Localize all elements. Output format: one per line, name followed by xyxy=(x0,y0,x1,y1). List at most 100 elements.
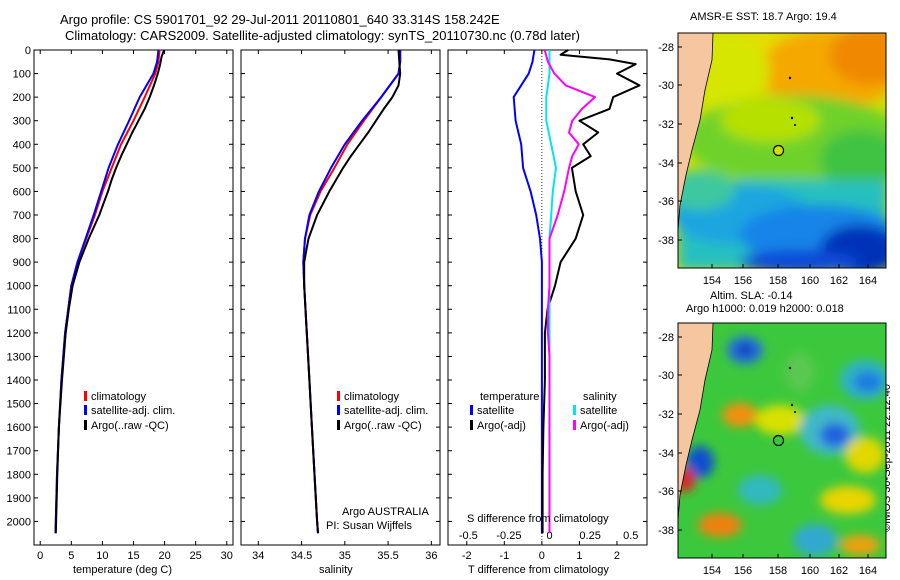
figure-title-line-2: Climatology: CARS2009. Satellite-adjuste… xyxy=(65,28,580,43)
sla-map-title-line-2: Argo h1000: 0.019 h2000: 0.018 xyxy=(686,303,844,315)
x-tick-label: 20 xyxy=(158,550,170,562)
diff-top-axis-label: S difference from climatology xyxy=(467,513,609,525)
map-lon-label: 158 xyxy=(769,565,787,577)
map-lon-label: 160 xyxy=(801,565,819,577)
y-tick-label: 900 xyxy=(13,257,31,269)
y-tick-label: 1200 xyxy=(7,328,31,340)
temp-legend-argo: Argo(..raw -QC) xyxy=(84,420,169,432)
x-tick-label: 2 xyxy=(614,550,620,562)
salinity-series-argo-raw-qc- xyxy=(303,49,402,534)
sal-annotation-line-2: PI: Susan Wijffels xyxy=(326,520,412,532)
x-tick-label: 30 xyxy=(221,550,233,562)
sal-legend-climatology: climatology xyxy=(337,391,399,403)
map-lon-label: 156 xyxy=(734,275,752,287)
x-tick-label: 0 xyxy=(539,550,545,562)
difference-series-argo-adj- xyxy=(541,49,641,534)
temp-legend-satellite: satellite-adj. clim. xyxy=(84,405,175,417)
difference-series-satellite xyxy=(545,50,557,534)
x-tick-label: -1 xyxy=(499,550,509,562)
y-tick-label: 200 xyxy=(13,92,31,104)
sla-map xyxy=(678,323,886,558)
map-lat-label: -30 xyxy=(658,80,674,92)
y-tick-label: 100 xyxy=(13,69,31,81)
temp-legend-climatology: climatology xyxy=(84,391,146,403)
x-tick-label: 36 xyxy=(425,550,437,562)
sal-legend-argo: Argo(..raw -QC) xyxy=(337,420,422,432)
sal-annotation-line-1: Argo AUSTRALIA xyxy=(342,506,429,518)
map-lat-label: -36 xyxy=(658,486,674,498)
temperature-axes xyxy=(33,49,234,546)
map-lon-label: 164 xyxy=(859,275,877,287)
salinity-series-satellite-adj-clim- xyxy=(302,50,402,534)
difference-series-argo-adj- xyxy=(543,49,596,534)
map-lon-label: 160 xyxy=(801,275,819,287)
sst-profile-marker xyxy=(772,144,785,157)
x-tick-label: 34 xyxy=(252,550,264,562)
y-tick-label: 800 xyxy=(13,234,31,246)
x-tick-label: -2 xyxy=(462,550,472,562)
x-tick-label: 0 xyxy=(37,550,43,562)
map-lon-label: 162 xyxy=(830,565,848,577)
map-lat-label: -30 xyxy=(658,370,674,382)
y-tick-label: 1900 xyxy=(7,493,31,505)
difference-xlabel: T difference from climatology xyxy=(468,564,609,576)
y-tick-label: 1500 xyxy=(7,399,31,411)
y-tick-label: 400 xyxy=(13,139,31,151)
map-lat-label: -36 xyxy=(658,196,674,208)
map-lat-label: -32 xyxy=(658,119,674,131)
salinity-axes xyxy=(240,49,441,546)
diff-legend-temp-argo: Argo(-adj) xyxy=(470,420,526,432)
map-lon-label: 156 xyxy=(734,565,752,577)
sal-legend-satellite: satellite-adj. clim. xyxy=(337,405,428,417)
x-tick-label-salinity: -0.25 xyxy=(496,530,521,542)
temperature-series-argo-raw-qc- xyxy=(54,49,165,534)
y-tick-label: 1100 xyxy=(7,304,31,316)
salinity-xlabel: salinity xyxy=(319,564,353,576)
y-tick-label: 1700 xyxy=(7,446,31,458)
sst-map-title: AMSR-E SST: 18.7 Argo: 19.4 xyxy=(690,11,837,23)
y-tick-label: 1000 xyxy=(7,281,31,293)
y-tick-label: 500 xyxy=(13,163,31,175)
diff-legend-salinity-title: salinity xyxy=(583,391,617,403)
x-tick-label: 10 xyxy=(96,550,108,562)
y-tick-label: 300 xyxy=(13,116,31,128)
x-tick-label-salinity: 0.25 xyxy=(579,530,600,542)
x-tick-label-salinity: -0.5 xyxy=(459,530,478,542)
map-lon-label: 162 xyxy=(830,275,848,287)
sst-map xyxy=(678,33,886,268)
map-lon-label: 154 xyxy=(703,565,721,577)
diff-legend-sal-satellite: satellite xyxy=(573,405,617,417)
map-lat-label: -28 xyxy=(658,332,674,344)
map-lat-label: -34 xyxy=(658,448,674,460)
y-tick-label: 600 xyxy=(13,186,31,198)
map-lon-label: 154 xyxy=(703,275,721,287)
y-tick-label: 700 xyxy=(13,210,31,222)
map-lat-label: -38 xyxy=(658,525,674,537)
x-tick-label: 35.5 xyxy=(377,550,398,562)
y-tick-label: 1400 xyxy=(7,375,31,387)
map-lat-label: -28 xyxy=(658,42,674,54)
y-tick-label: 0 xyxy=(25,45,31,57)
map-lon-label: 158 xyxy=(769,275,787,287)
map-lat-label: -38 xyxy=(658,235,674,247)
sla-map-title-line-1: Altim. SLA: -0.14 xyxy=(710,290,793,302)
y-tick-label: 1300 xyxy=(7,351,31,363)
map-lat-label: -32 xyxy=(658,409,674,421)
x-tick-label: 34.5 xyxy=(291,550,312,562)
x-tick-label-salinity: 0.5 xyxy=(623,530,638,542)
y-tick-label: 2000 xyxy=(7,516,31,528)
y-tick-label: 1600 xyxy=(7,422,31,434)
diff-legend-sal-argo: Argo(-adj) xyxy=(573,420,629,432)
x-tick-label-salinity: 0 xyxy=(546,530,552,542)
difference-series-satellite xyxy=(512,49,543,534)
sla-profile-marker xyxy=(772,434,785,447)
salinity-series-climatology xyxy=(302,50,402,534)
diff-legend-temperature-title: temperature xyxy=(480,391,540,403)
diff-legend-temp-satellite: satellite xyxy=(470,405,514,417)
y-tick-label: 1800 xyxy=(7,469,31,481)
figure-title-line-1: Argo profile: CS 5901701_92 29-Jul-2011 … xyxy=(60,12,500,27)
map-lat-label: -34 xyxy=(658,158,674,170)
difference-axes xyxy=(447,49,648,546)
x-tick-label: 1 xyxy=(576,550,582,562)
temperature-xlabel: temperature (deg C) xyxy=(73,564,173,576)
